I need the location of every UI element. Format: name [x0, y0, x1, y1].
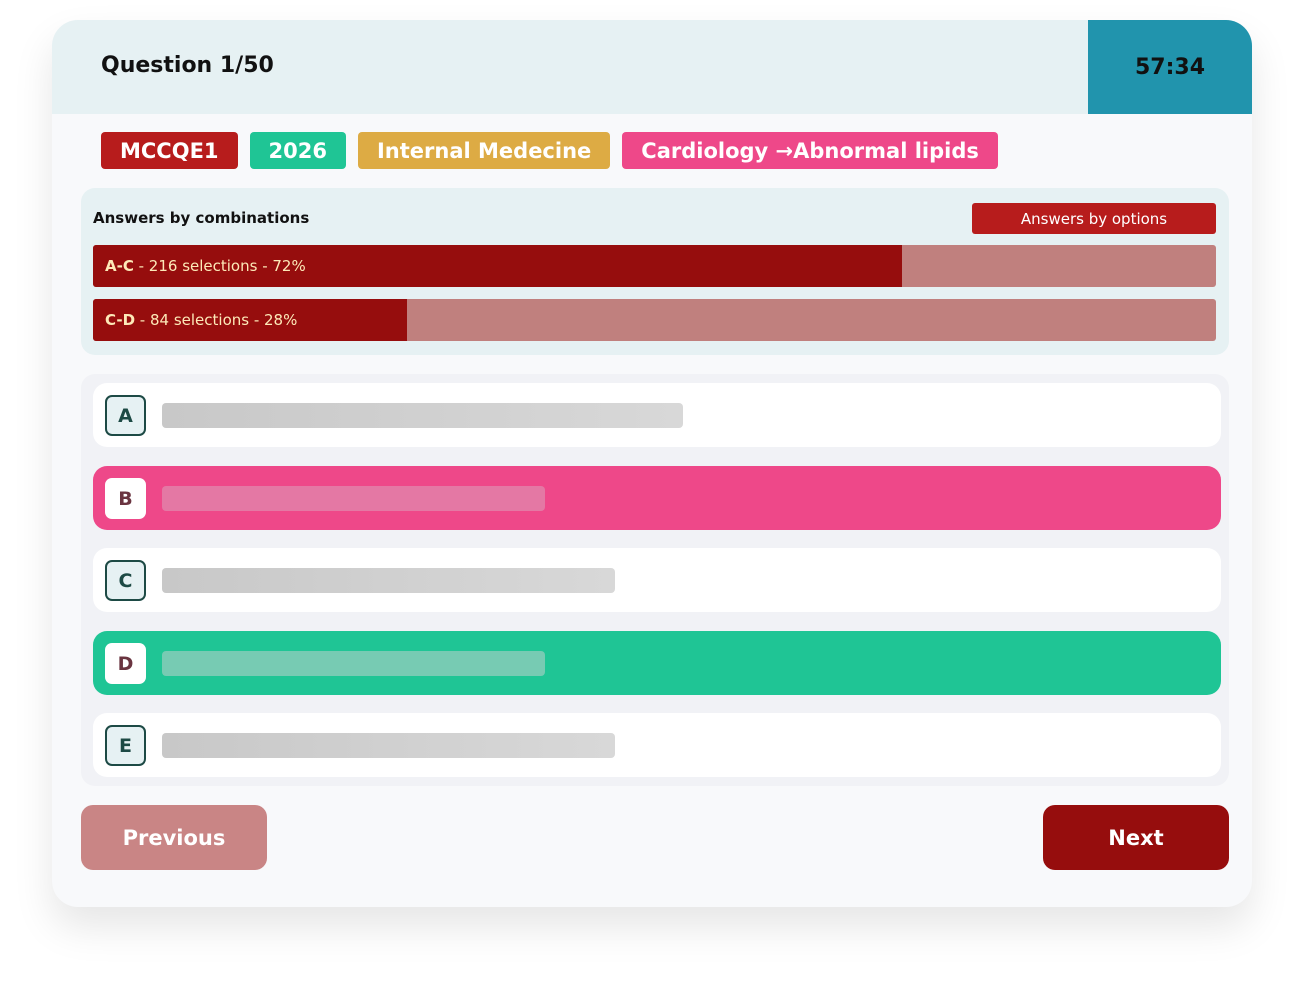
option-text-placeholder [162, 733, 615, 758]
header: Question 1/50 57:34 [52, 20, 1252, 114]
option-letter: A [105, 395, 146, 436]
option-text-placeholder [162, 651, 545, 676]
combo-count: - 84 selections - 28% [135, 311, 298, 329]
tag-topic: Cardiology →Abnormal lipids [622, 132, 998, 169]
combo-count: - 216 selections - 72% [133, 257, 306, 275]
combination-bar: A-C - 216 selections - 72% [93, 245, 1216, 287]
tag-list: MCCQE1 2026 Internal Medecine Cardiology… [101, 132, 998, 169]
option-letter: D [105, 643, 146, 684]
option-text-placeholder [162, 568, 615, 593]
question-counter: Question 1/50 [101, 53, 274, 78]
answer-stats-panel: Answers by combinations Answers by optio… [81, 188, 1229, 355]
bar-label: C-D - 84 selections - 28% [105, 311, 297, 329]
option-text-placeholder [162, 403, 683, 428]
option-c[interactable]: C [93, 548, 1221, 612]
next-button[interactable]: Next [1043, 805, 1229, 870]
option-d[interactable]: D [93, 631, 1221, 695]
option-letter: E [105, 725, 146, 766]
bar-label: A-C - 216 selections - 72% [105, 257, 306, 275]
tag-discipline: Internal Medecine [357, 132, 611, 169]
option-letter: C [105, 560, 146, 601]
timer: 57:34 [1088, 20, 1252, 114]
question-card: Question 1/50 57:34 MCCQE1 2026 Internal… [52, 20, 1252, 907]
option-letter: B [105, 478, 146, 519]
option-b[interactable]: B [93, 466, 1221, 530]
combo-name: C-D [105, 311, 136, 329]
bar-fill [93, 299, 408, 341]
option-text-placeholder [162, 486, 545, 511]
tag-year: 2026 [249, 132, 346, 169]
answers-by-options-button[interactable]: Answers by options [972, 203, 1216, 234]
option-e[interactable]: E [93, 713, 1221, 777]
combo-name: A-C [105, 257, 134, 275]
options-list: A B C D E [81, 374, 1229, 786]
option-a[interactable]: A [93, 383, 1221, 447]
stats-title: Answers by combinations [93, 209, 310, 227]
combination-bar: C-D - 84 selections - 28% [93, 299, 1216, 341]
bar-fill [93, 245, 902, 287]
previous-button[interactable]: Previous [81, 805, 267, 870]
tag-exam: MCCQE1 [101, 132, 238, 169]
